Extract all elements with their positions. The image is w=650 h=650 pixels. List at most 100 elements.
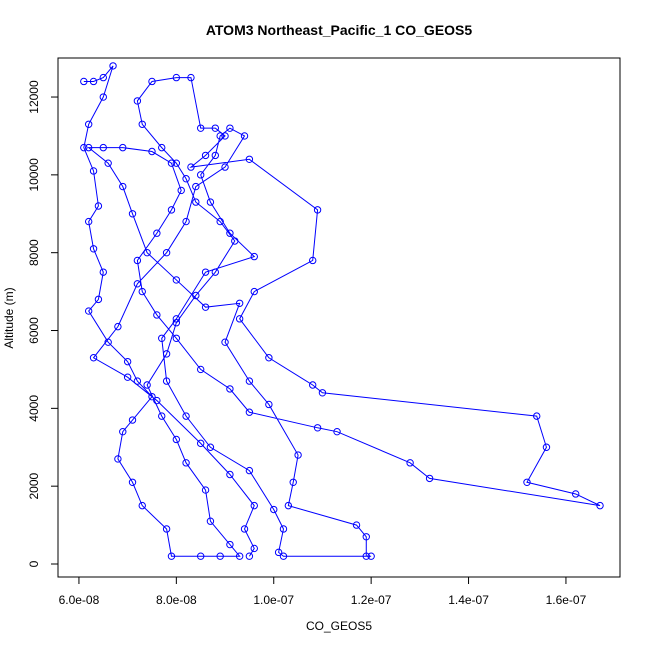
data-point: [406, 459, 414, 467]
data-point: [245, 408, 254, 416]
data-point: [84, 120, 93, 128]
data-point: [99, 143, 107, 152]
data-point: [89, 245, 98, 253]
x-tick-label: 1.6e-07: [546, 593, 587, 607]
data-point: [196, 171, 205, 179]
data-point: [99, 93, 107, 101]
data-point: [226, 470, 234, 479]
data-point: [201, 303, 210, 311]
data-point: [196, 552, 205, 560]
data-point: [148, 77, 156, 86]
x-tick-label: 1.2e-07: [351, 593, 392, 607]
data-point: [333, 427, 341, 436]
data-point: [240, 132, 249, 140]
data-point: [153, 396, 161, 405]
data-point: [80, 143, 88, 152]
data-point: [245, 552, 254, 560]
data-point: [99, 268, 107, 276]
data-point: [182, 175, 190, 183]
plot-box: [57, 57, 621, 578]
data-point: [133, 256, 142, 265]
data-point: [289, 478, 297, 486]
data-point: [84, 307, 93, 315]
data-point: [226, 229, 234, 237]
data-point: [80, 77, 88, 86]
y-tick-label: 4000: [27, 395, 41, 422]
data-point: [367, 552, 375, 560]
data-point: [182, 412, 190, 420]
data-point: [94, 295, 103, 304]
data-point: [196, 124, 205, 132]
data-point: [240, 525, 249, 533]
data-point: [172, 315, 181, 323]
data-point: [196, 365, 205, 374]
data-point: [206, 443, 215, 451]
data-point: [104, 159, 112, 167]
data-point: [270, 505, 278, 514]
data-point: [162, 350, 171, 358]
data-point: [226, 385, 234, 393]
data-point: [172, 159, 181, 167]
data-point: [84, 143, 93, 152]
data-point: [119, 143, 127, 152]
data-point: [187, 163, 195, 171]
data-point: [362, 552, 370, 560]
data-point: [206, 198, 215, 206]
data-point: [172, 276, 181, 284]
data-point: [172, 319, 181, 327]
data-point: [231, 237, 239, 245]
x-axis-label: CO_GEOS5: [306, 619, 372, 633]
data-point: [571, 490, 580, 498]
x-tick-label: 8.0e-08: [156, 593, 197, 607]
data-point: [206, 517, 215, 525]
data-point: [221, 163, 229, 171]
data-point: [235, 299, 244, 307]
data-point: [182, 217, 190, 226]
data-point: [235, 315, 244, 323]
y-tick-label: 12000: [27, 80, 41, 114]
data-point: [279, 525, 288, 533]
y-tick-label: 6000: [27, 317, 41, 344]
data-point: [211, 151, 220, 160]
data-point: [167, 552, 176, 560]
data-point: [309, 381, 317, 389]
data-point: [172, 73, 181, 82]
data-point: [114, 322, 122, 331]
data-point: [128, 478, 137, 486]
data-point: [245, 377, 254, 385]
y-axis-label: Altitude (m): [2, 287, 16, 348]
data-point: [235, 552, 244, 560]
data-point: [123, 357, 132, 366]
data-point: [265, 400, 273, 409]
data-point: [128, 210, 137, 218]
data-point: [104, 338, 112, 346]
data-point: [84, 217, 93, 226]
data-point: [542, 443, 551, 451]
y-tick-label: 10000: [27, 158, 41, 192]
data-point: [177, 186, 185, 195]
data-point: [143, 248, 151, 257]
data-point: [201, 268, 210, 276]
data-point: [133, 97, 142, 105]
data-point: [158, 143, 166, 152]
data-point: [99, 73, 107, 82]
data-point: [128, 416, 137, 424]
data-point: [138, 120, 146, 128]
data-point: [119, 182, 127, 191]
data-point: [167, 206, 176, 214]
data-point: [114, 455, 122, 463]
data-point: [279, 552, 288, 560]
data-point: [172, 334, 181, 342]
data-point: [187, 73, 195, 82]
data-point: [309, 256, 317, 265]
data-point: [596, 501, 604, 510]
data-point: [362, 533, 370, 541]
data-point: [250, 501, 258, 510]
x-tick-label: 1.4e-07: [448, 593, 489, 607]
chart-title: ATOM3 Northeast_Pacific_1 CO_GEOS5: [206, 22, 473, 38]
data-point: [250, 287, 258, 296]
data-point: [162, 377, 171, 385]
data-point: [425, 474, 434, 483]
